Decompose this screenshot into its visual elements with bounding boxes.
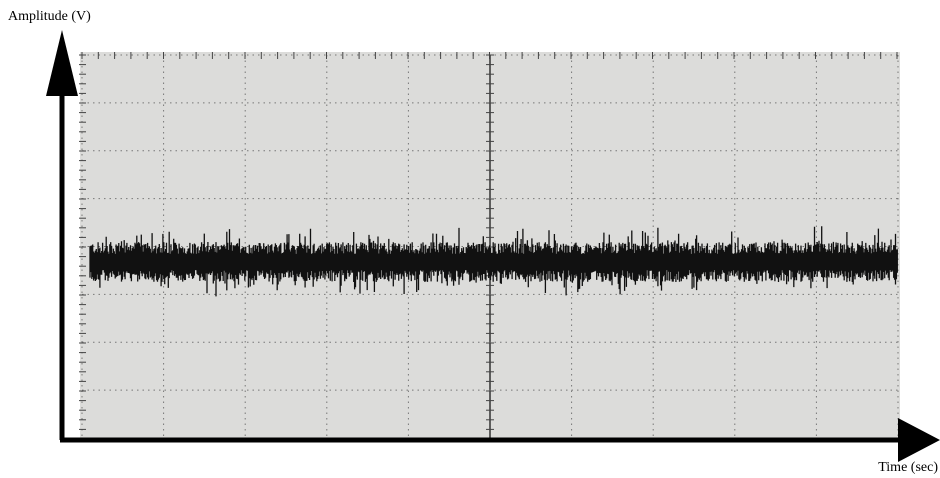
x-axis-label: Time (sec) [878,460,938,475]
figure: Amplitude (V) Time (sec) [0,0,940,478]
y-axis-label: Amplitude (V) [8,9,91,24]
x-axis-arrow [898,418,940,462]
y-axis-arrow [46,30,78,96]
page: Amplitude (V) Time (sec) (() => { const … [0,0,940,478]
